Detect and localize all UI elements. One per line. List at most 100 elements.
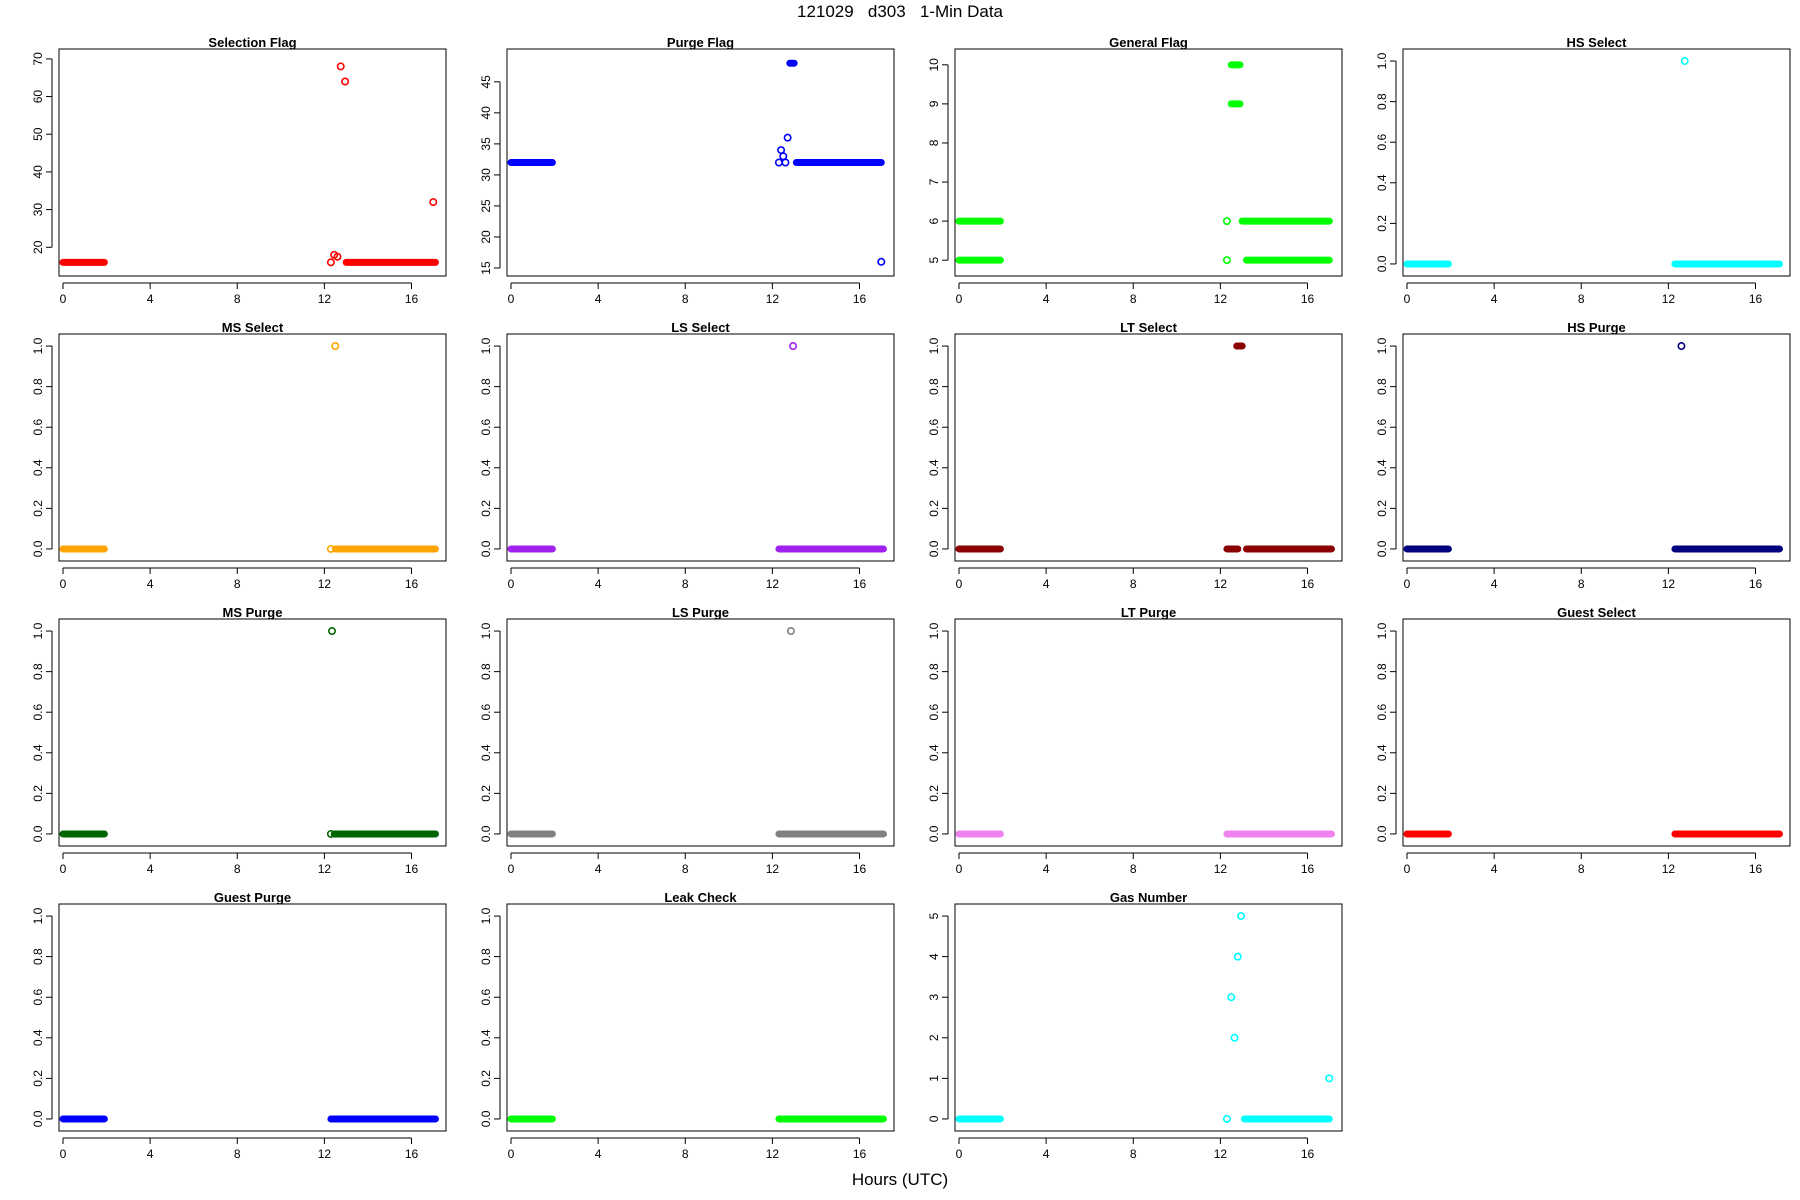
y-tick-label: 0.0: [927, 540, 941, 557]
chart-title: Selection Flag: [208, 35, 296, 50]
y-tick-label: 6: [927, 217, 941, 224]
data-point: [326, 544, 335, 553]
y-tick-label: 1.0: [31, 337, 45, 354]
x-tick-label: 12: [1214, 577, 1228, 591]
y-tick-label: 0.2: [31, 500, 45, 517]
plot-frame: [954, 903, 1343, 1132]
x-tick-label: 16: [405, 1147, 419, 1161]
y-tick-label: 40: [31, 165, 45, 179]
data-point: [1233, 952, 1242, 961]
x-tick-label: 0: [60, 862, 67, 876]
x-tick-label: 16: [1301, 577, 1315, 591]
chart-title: MS Purge: [223, 605, 283, 620]
y-tick-label: 0.4: [479, 459, 493, 476]
y-tick-label: 35: [479, 137, 493, 151]
x-axis-label: Hours (UTC): [851, 1170, 949, 1189]
y-tick-label: 0.2: [1375, 500, 1389, 517]
plot-frame: [506, 903, 895, 1132]
y-tick-label: 0.0: [1375, 540, 1389, 557]
plot-frame: [58, 48, 447, 277]
x-tick-label: 4: [595, 577, 602, 591]
y-tick-label: 0.6: [31, 989, 45, 1006]
x-tick-label: 12: [1214, 862, 1228, 876]
x-tick-label: 8: [234, 1147, 241, 1161]
y-tick-label: 0.2: [479, 1070, 493, 1087]
y-tick-label: 0.8: [31, 378, 45, 395]
x-tick-label: 16: [405, 862, 419, 876]
y-tick-label: 0.6: [479, 704, 493, 721]
y-tick-label: 0.0: [1375, 825, 1389, 842]
chart-leak-check: Leak Check 0 4 8 12 16 0.0 0.2 0.4 0.6 0.8 1.0: [479, 890, 895, 1161]
x-tick-label: 12: [318, 577, 332, 591]
plot-frame: [58, 333, 447, 562]
chart-guest-purge: Guest Purge 0 4 8 12 16 0.0 0.2 0.4 0.6 0.8 1.0: [31, 890, 447, 1161]
plot-frame: [1402, 333, 1791, 562]
x-tick-label: 12: [1214, 1147, 1228, 1161]
y-tick-label: 1.0: [479, 907, 493, 924]
y-tick-label: 0.0: [31, 540, 45, 557]
x-tick-label: 0: [956, 1147, 963, 1161]
x-tick-label: 8: [234, 292, 241, 306]
x-tick-label: 16: [1301, 862, 1315, 876]
data-point: [1325, 1074, 1334, 1083]
data-point: [341, 77, 350, 86]
x-tick-label: 8: [682, 577, 689, 591]
y-tick-label: 0.4: [927, 744, 941, 761]
y-tick-label: 45: [479, 75, 493, 89]
y-tick-label: 1.0: [31, 622, 45, 639]
x-tick-label: 0: [956, 862, 963, 876]
chart-title: LT Purge: [1121, 605, 1176, 620]
chart-lt-select: LT Select 0 4 8 12 16 0.0 0.2 0.4 0.6 0.8 1.0: [927, 320, 1343, 591]
x-tick-label: 16: [1749, 862, 1763, 876]
x-tick-label: 4: [1491, 862, 1498, 876]
x-tick-label: 4: [1043, 1147, 1050, 1161]
y-tick-label: 0.8: [1375, 93, 1389, 110]
data-point: [336, 62, 345, 71]
y-tick-label: 15: [479, 261, 493, 275]
data-point: [1680, 57, 1689, 66]
x-tick-label: 16: [1301, 292, 1315, 306]
chart-ls-purge: LS Purge 0 4 8 12 16 0.0 0.2 0.4 0.6 0.8 1.0: [479, 605, 895, 876]
chart-title: HS Select: [1567, 35, 1628, 50]
y-tick-label: 0.6: [927, 419, 941, 436]
y-tick-label: 0.8: [927, 663, 941, 680]
x-tick-label: 8: [682, 292, 689, 306]
x-tick-label: 12: [766, 577, 780, 591]
x-tick-label: 12: [1214, 292, 1228, 306]
x-tick-label: 12: [318, 1147, 332, 1161]
chart-ms-purge: MS Purge 0 4 8 12 16 0.0 0.2 0.4 0.6 0.8 1.0: [31, 605, 447, 876]
data-point: [1677, 342, 1686, 351]
y-tick-label: 0.6: [927, 704, 941, 721]
y-tick-label: 10: [927, 58, 941, 72]
y-tick-label: 8: [927, 139, 941, 146]
x-tick-label: 8: [682, 1147, 689, 1161]
x-tick-label: 8: [234, 862, 241, 876]
y-tick-label: 0.2: [31, 1070, 45, 1087]
y-tick-label: 0.2: [1375, 785, 1389, 802]
x-tick-label: 4: [147, 577, 154, 591]
y-tick-label: 0.8: [479, 378, 493, 395]
y-tick-label: 1.0: [1375, 622, 1389, 639]
chart-title: MS Select: [222, 320, 284, 335]
x-tick-label: 16: [1749, 292, 1763, 306]
x-tick-label: 0: [956, 292, 963, 306]
x-tick-label: 4: [147, 1147, 154, 1161]
y-tick-label: 70: [31, 52, 45, 66]
y-tick-label: 20: [479, 230, 493, 244]
x-tick-label: 0: [508, 1147, 515, 1161]
x-tick-label: 12: [318, 862, 332, 876]
x-tick-label: 16: [853, 1147, 867, 1161]
chart-title: LS Purge: [672, 605, 729, 620]
x-tick-label: 16: [1301, 1147, 1315, 1161]
chart-guest-select: Guest Select 0 4 8 12 16 0.0 0.2 0.4 0.6 0.8 1.0: [1375, 605, 1791, 876]
y-tick-label: 1.0: [479, 337, 493, 354]
x-tick-label: 16: [405, 577, 419, 591]
y-tick-label: 0.2: [927, 500, 941, 517]
y-tick-label: 0.6: [1375, 704, 1389, 721]
y-tick-label: 0.6: [31, 419, 45, 436]
data-point: [1230, 1033, 1239, 1042]
x-tick-label: 4: [1043, 292, 1050, 306]
y-tick-label: 2: [927, 1034, 941, 1041]
data-point: [783, 133, 792, 142]
